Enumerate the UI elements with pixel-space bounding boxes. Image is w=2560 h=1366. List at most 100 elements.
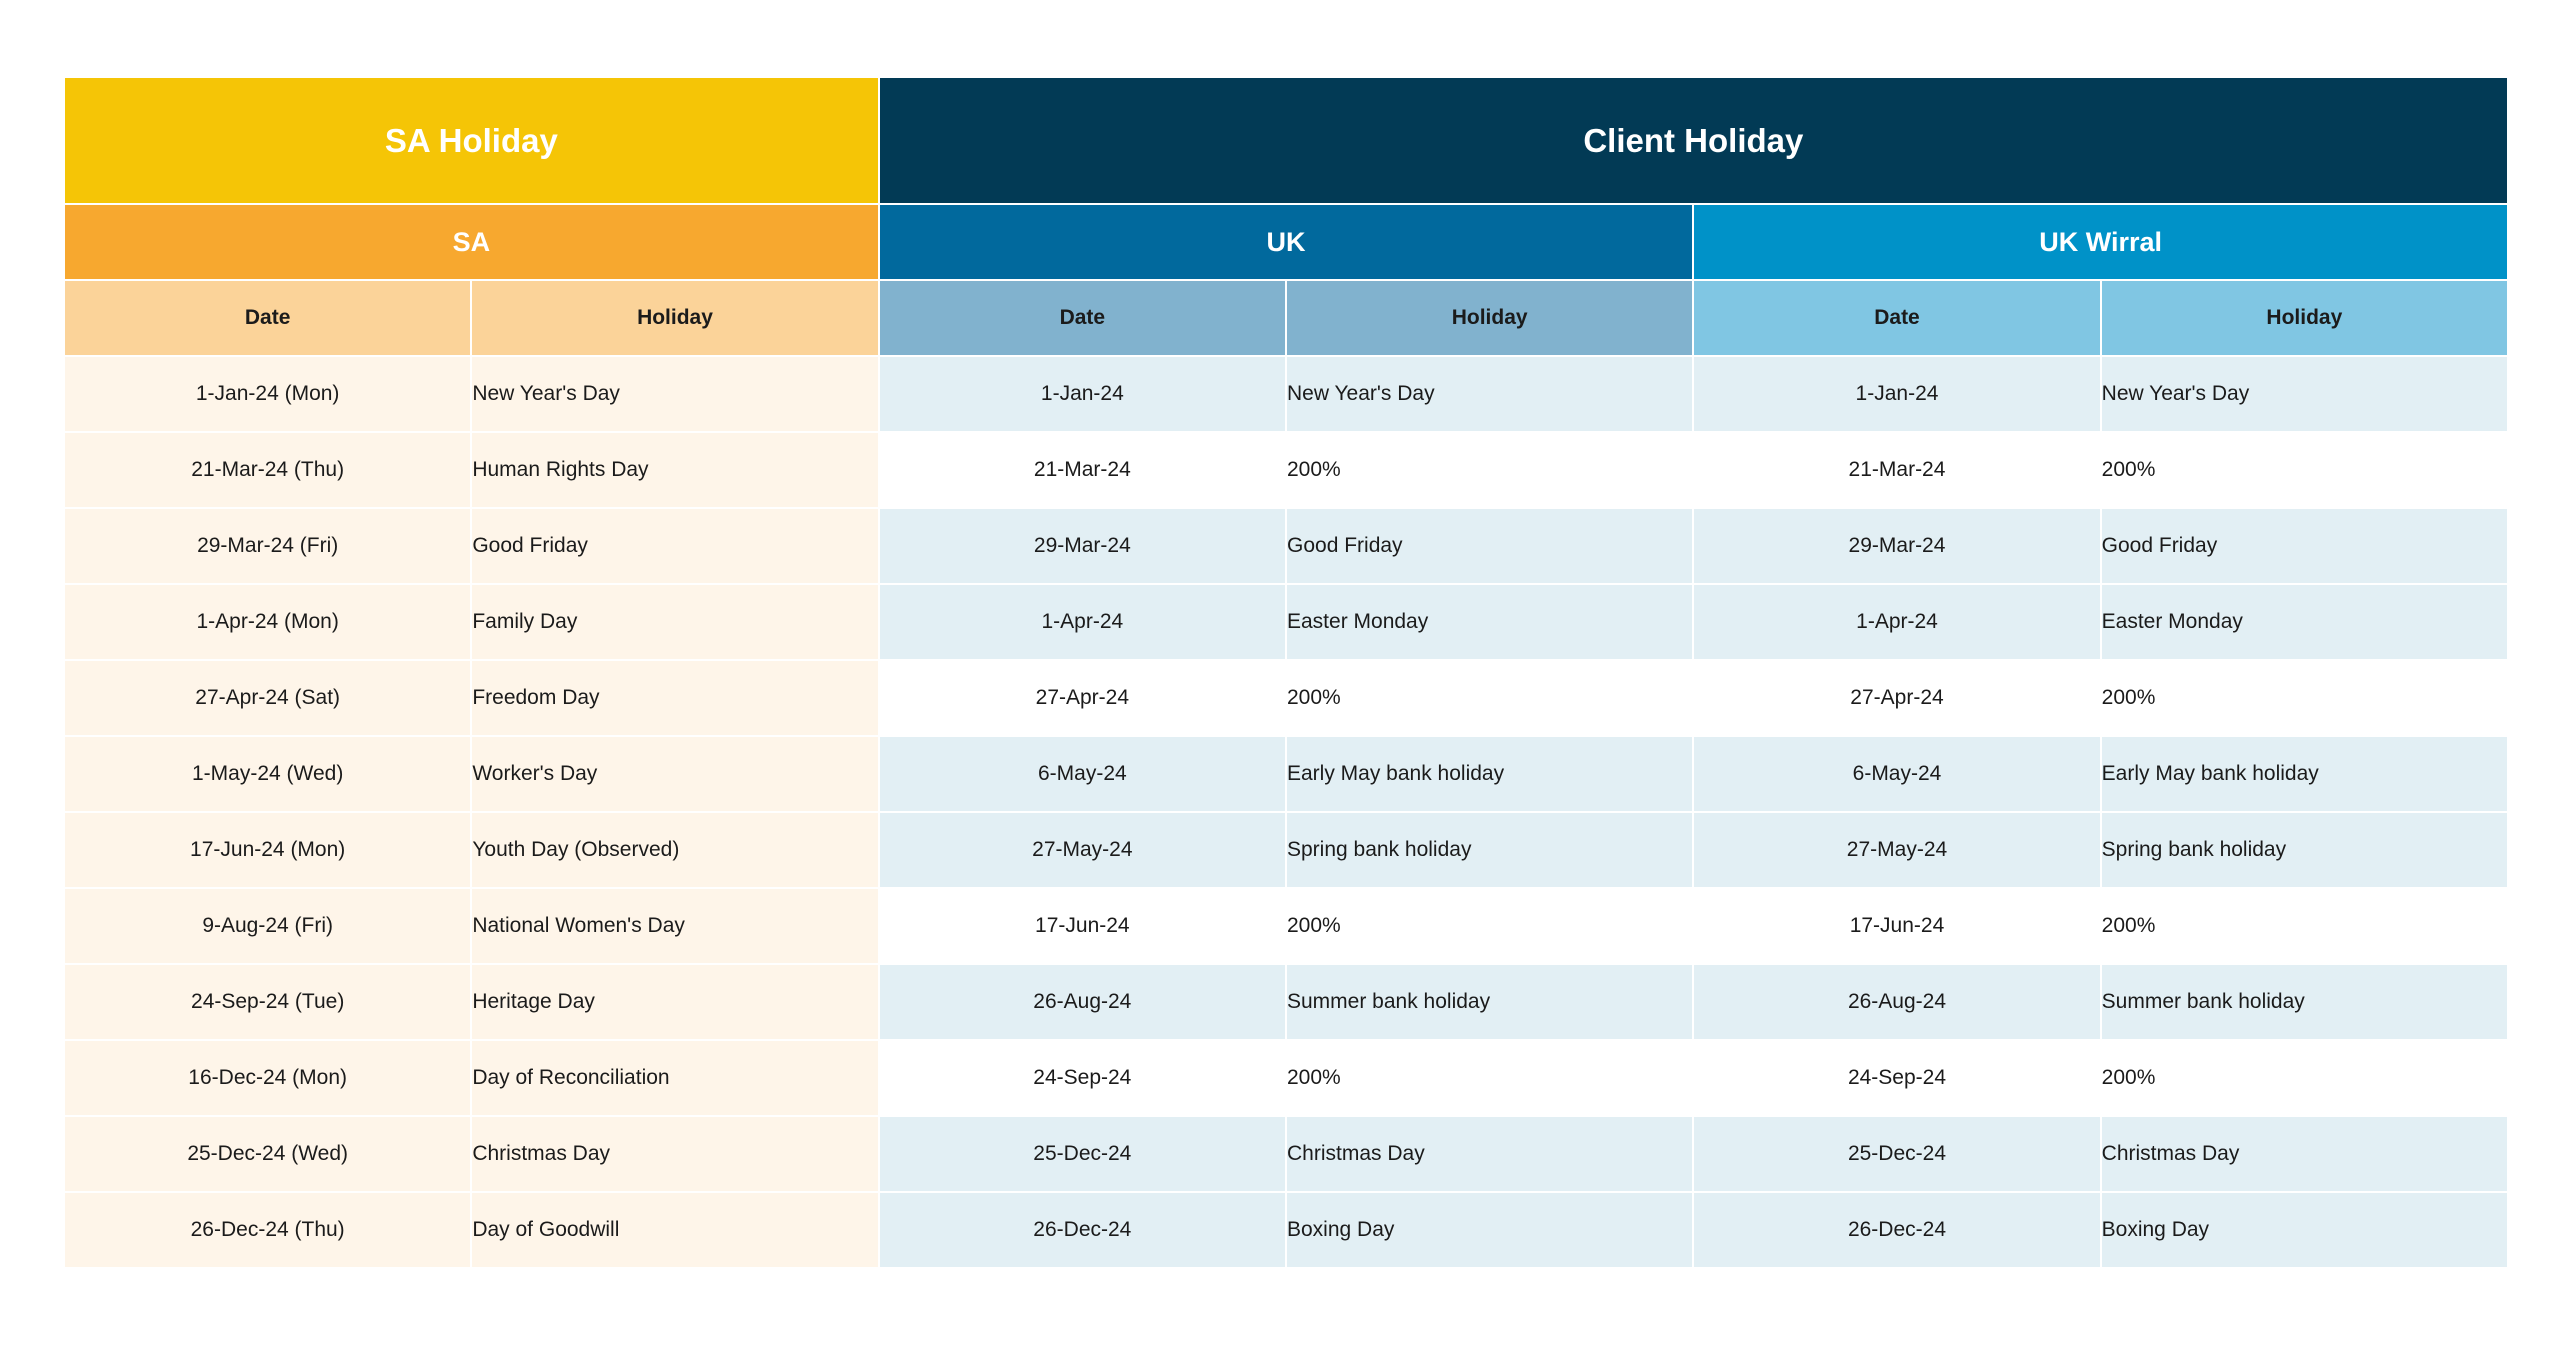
uk-wirral-holiday-cell: 200% (2099, 1039, 2510, 1117)
uk-date-cell: 26-Dec-24 (877, 1191, 1288, 1269)
uk-wirral-date-cell: 26-Aug-24 (1692, 963, 2102, 1041)
uk-wirral-date-cell: 1-Apr-24 (1692, 583, 2102, 661)
uk-date-cell: 25-Dec-24 (877, 1115, 1288, 1193)
title-row: SA Holiday Client Holiday (63, 76, 2510, 205)
sa-date-cell: 24-Sep-24 (Tue) (62, 963, 473, 1041)
uk-date-cell: 26-Aug-24 (877, 963, 1288, 1041)
sa-holiday-cell: New Year's Day (470, 355, 880, 433)
table-row: 1-Apr-24 (Mon) Family Day 1-Apr-24 Easter M… (62, 583, 2510, 661)
region-uk-header: UK (877, 203, 1695, 281)
table-row: 1-May-24 (Wed) Worker's Day 6-May-24 Early … (62, 735, 2510, 813)
sa-date-cell: 21-Mar-24 (Thu) (62, 431, 473, 509)
uk-wirral-holiday-cell: New Year's Day (2099, 355, 2510, 433)
uk-wirral-date-cell: 27-May-24 (1692, 811, 2102, 889)
uk-wirral-date-cell: 21-Mar-24 (1692, 431, 2102, 509)
uk-wirral-holiday-cell: 200% (2099, 431, 2510, 509)
uk-holiday-cell: Christmas Day (1284, 1115, 1695, 1193)
sa-date-cell: 16-Dec-24 (Mon) (62, 1039, 473, 1117)
sa-holiday-cell: Human Rights Day (470, 431, 880, 509)
sa-holiday-cell: Youth Day (Observed) (470, 811, 880, 889)
table-row: 21-Mar-24 (Thu) Human Rights Day 21-Mar-24… (62, 431, 2510, 509)
table-row: 24-Sep-24 (Tue) Heritage Day 26-Aug-24 Summ… (62, 963, 2510, 1041)
sa-date-cell: 1-Apr-24 (Mon) (62, 583, 473, 661)
table-row: 29-Mar-24 (Fri) Good Friday 29-Mar-24 Good … (62, 507, 2510, 585)
region-sa-header: SA (63, 203, 880, 281)
uk-wirral-date-cell: 26-Dec-24 (1692, 1191, 2102, 1269)
uk-holiday-cell: 200% (1284, 659, 1695, 737)
table-row: 1-Jan-24 (Mon) New Year's Day 1-Jan-24 New … (62, 355, 2510, 433)
uk-wirral-holiday-cell: Easter Monday (2099, 583, 2510, 661)
uk-wirral-date-cell: 6-May-24 (1692, 735, 2102, 813)
sa-date-cell: 9-Aug-24 (Fri) (62, 887, 473, 965)
uk-wirral-date-header: Date (1692, 279, 2102, 357)
uk-holiday-cell: 200% (1284, 887, 1695, 965)
uk-wirral-date-cell: 25-Dec-24 (1692, 1115, 2102, 1193)
uk-wirral-holiday-cell: 200% (2099, 887, 2510, 965)
sa-date-cell: 27-Apr-24 (Sat) (62, 659, 473, 737)
sa-holiday-cell: Family Day (470, 583, 880, 661)
uk-wirral-holiday-cell: Christmas Day (2099, 1115, 2510, 1193)
uk-wirral-holiday-cell: Summer bank holiday (2099, 963, 2510, 1041)
table-body: 1-Jan-24 (Mon) New Year's Day 1-Jan-24 New … (62, 355, 2510, 1269)
sa-date-cell: 17-Jun-24 (Mon) (62, 811, 473, 889)
uk-wirral-date-cell: 1-Jan-24 (1692, 355, 2102, 433)
uk-holiday-cell: Summer bank holiday (1284, 963, 1695, 1041)
table-row: 9-Aug-24 (Fri) National Women's Day 17-Jun… (62, 887, 2510, 965)
sa-date-cell: 29-Mar-24 (Fri) (62, 507, 473, 585)
sa-holiday-title: SA Holiday (63, 76, 880, 205)
table-header: SA Holiday Client Holiday SA UK UK Wirra… (62, 76, 2510, 357)
table-row: 16-Dec-24 (Mon) Day of Reconciliation 24-S… (62, 1039, 2510, 1117)
uk-wirral-holiday-cell: Boxing Day (2099, 1191, 2510, 1269)
sa-date-cell: 26-Dec-24 (Thu) (62, 1191, 473, 1269)
column-header-row: Date Holiday Date Holiday Date Holiday (62, 279, 2510, 357)
sa-date-cell: 1-May-24 (Wed) (62, 735, 473, 813)
sa-date-cell: 25-Dec-24 (Wed) (62, 1115, 473, 1193)
sa-holiday-cell: Freedom Day (470, 659, 880, 737)
uk-date-cell: 1-Apr-24 (877, 583, 1288, 661)
uk-wirral-date-cell: 27-Apr-24 (1692, 659, 2102, 737)
sa-date-cell: 1-Jan-24 (Mon) (62, 355, 473, 433)
uk-holiday-cell: Spring bank holiday (1284, 811, 1695, 889)
sa-holiday-header: Holiday (470, 279, 880, 357)
uk-wirral-date-cell: 17-Jun-24 (1692, 887, 2102, 965)
sa-holiday-cell: National Women's Day (470, 887, 880, 965)
uk-holiday-cell: 200% (1284, 1039, 1695, 1117)
region-row: SA UK UK Wirral (63, 203, 2510, 281)
uk-wirral-date-cell: 29-Mar-24 (1692, 507, 2102, 585)
sa-holiday-cell: Good Friday (470, 507, 880, 585)
table-row: 27-Apr-24 (Sat) Freedom Day 27-Apr-24 200% 2… (62, 659, 2510, 737)
uk-date-cell: 29-Mar-24 (877, 507, 1288, 585)
uk-holiday-cell: Early May bank holiday (1284, 735, 1695, 813)
table-row: 26-Dec-24 (Thu) Day of Goodwill 26-Dec-24 B… (62, 1191, 2510, 1269)
table-row: 17-Jun-24 (Mon) Youth Day (Observed) 27-Ma… (62, 811, 2510, 889)
uk-holiday-cell: Easter Monday (1284, 583, 1695, 661)
uk-holiday-cell: New Year's Day (1284, 355, 1695, 433)
table-row: 25-Dec-24 (Wed) Christmas Day 25-Dec-24 Chr… (62, 1115, 2510, 1193)
uk-holiday-cell: 200% (1284, 431, 1695, 509)
uk-date-cell: 17-Jun-24 (877, 887, 1288, 965)
sa-holiday-cell: Christmas Day (470, 1115, 880, 1193)
uk-date-cell: 6-May-24 (877, 735, 1288, 813)
uk-date-cell: 24-Sep-24 (877, 1039, 1288, 1117)
client-holiday-title: Client Holiday (877, 76, 2510, 205)
uk-date-cell: 1-Jan-24 (877, 355, 1288, 433)
uk-date-cell: 27-May-24 (877, 811, 1288, 889)
region-uk-wirral-header: UK Wirral (1692, 203, 2510, 281)
uk-holiday-cell: Good Friday (1284, 507, 1695, 585)
sa-holiday-cell: Heritage Day (470, 963, 880, 1041)
sa-holiday-cell: Day of Goodwill (470, 1191, 880, 1269)
sa-date-header: Date (62, 279, 473, 357)
uk-date-cell: 21-Mar-24 (877, 431, 1288, 509)
uk-holiday-header: Holiday (1284, 279, 1695, 357)
uk-wirral-date-cell: 24-Sep-24 (1692, 1039, 2102, 1117)
uk-wirral-holiday-cell: Early May bank holiday (2099, 735, 2510, 813)
uk-wirral-holiday-cell: Spring bank holiday (2099, 811, 2510, 889)
uk-date-header: Date (877, 279, 1288, 357)
uk-holiday-cell: Boxing Day (1284, 1191, 1695, 1269)
sa-holiday-cell: Day of Reconciliation (470, 1039, 880, 1117)
sa-holiday-cell: Worker's Day (470, 735, 880, 813)
uk-wirral-holiday-cell: 200% (2099, 659, 2510, 737)
holiday-table: SA Holiday Client Holiday SA UK UK Wirra… (62, 76, 2510, 1269)
uk-wirral-holiday-cell: Good Friday (2099, 507, 2510, 585)
uk-date-cell: 27-Apr-24 (877, 659, 1288, 737)
